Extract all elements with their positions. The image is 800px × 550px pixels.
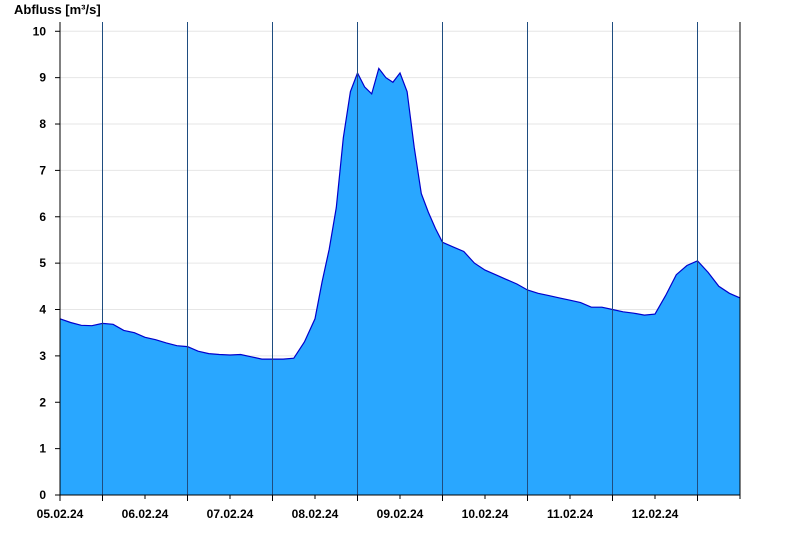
y-axis-label: Abfluss [m³/s] bbox=[14, 2, 101, 17]
discharge-line bbox=[59, 67, 741, 360]
y-tick-label: 9 bbox=[39, 71, 46, 85]
x-tick-label: 05.02.24 bbox=[37, 507, 84, 521]
x-tick-label: 09.02.24 bbox=[377, 507, 424, 521]
y-tick-label: 3 bbox=[39, 349, 46, 363]
y-tick-label: 1 bbox=[39, 442, 46, 456]
y-tick-label: 10 bbox=[33, 24, 47, 38]
y-tick-label: 7 bbox=[39, 163, 46, 177]
x-tick-label: 11.02.24 bbox=[547, 507, 593, 521]
y-tick-label: 6 bbox=[39, 210, 46, 224]
x-tick-label: 07.02.24 bbox=[207, 507, 254, 521]
x-tick-label: 10.02.24 bbox=[462, 507, 509, 521]
y-tick-label: 4 bbox=[39, 303, 46, 317]
y-tick-label: 2 bbox=[39, 395, 46, 409]
y-tick-label: 5 bbox=[39, 256, 46, 270]
x-ticks: 05.02.24 06.02.24 07.02.24 08.02.24 09.02.24… bbox=[37, 495, 741, 521]
day-boundary-lines bbox=[102, 22, 698, 495]
y-tick-label: 0 bbox=[39, 488, 46, 502]
x-tick-label: 06.02.24 bbox=[122, 507, 169, 521]
plot-area bbox=[59, 67, 741, 496]
y-tick-label: 8 bbox=[39, 117, 46, 131]
x-tick-label: 08.02.24 bbox=[292, 507, 339, 521]
x-tick-label: 12.02.24 bbox=[632, 507, 679, 521]
axes bbox=[56, 22, 741, 501]
discharge-area bbox=[60, 68, 740, 496]
y-ticks: 0 1 2 3 4 5 6 7 8 9 10 bbox=[33, 24, 60, 502]
